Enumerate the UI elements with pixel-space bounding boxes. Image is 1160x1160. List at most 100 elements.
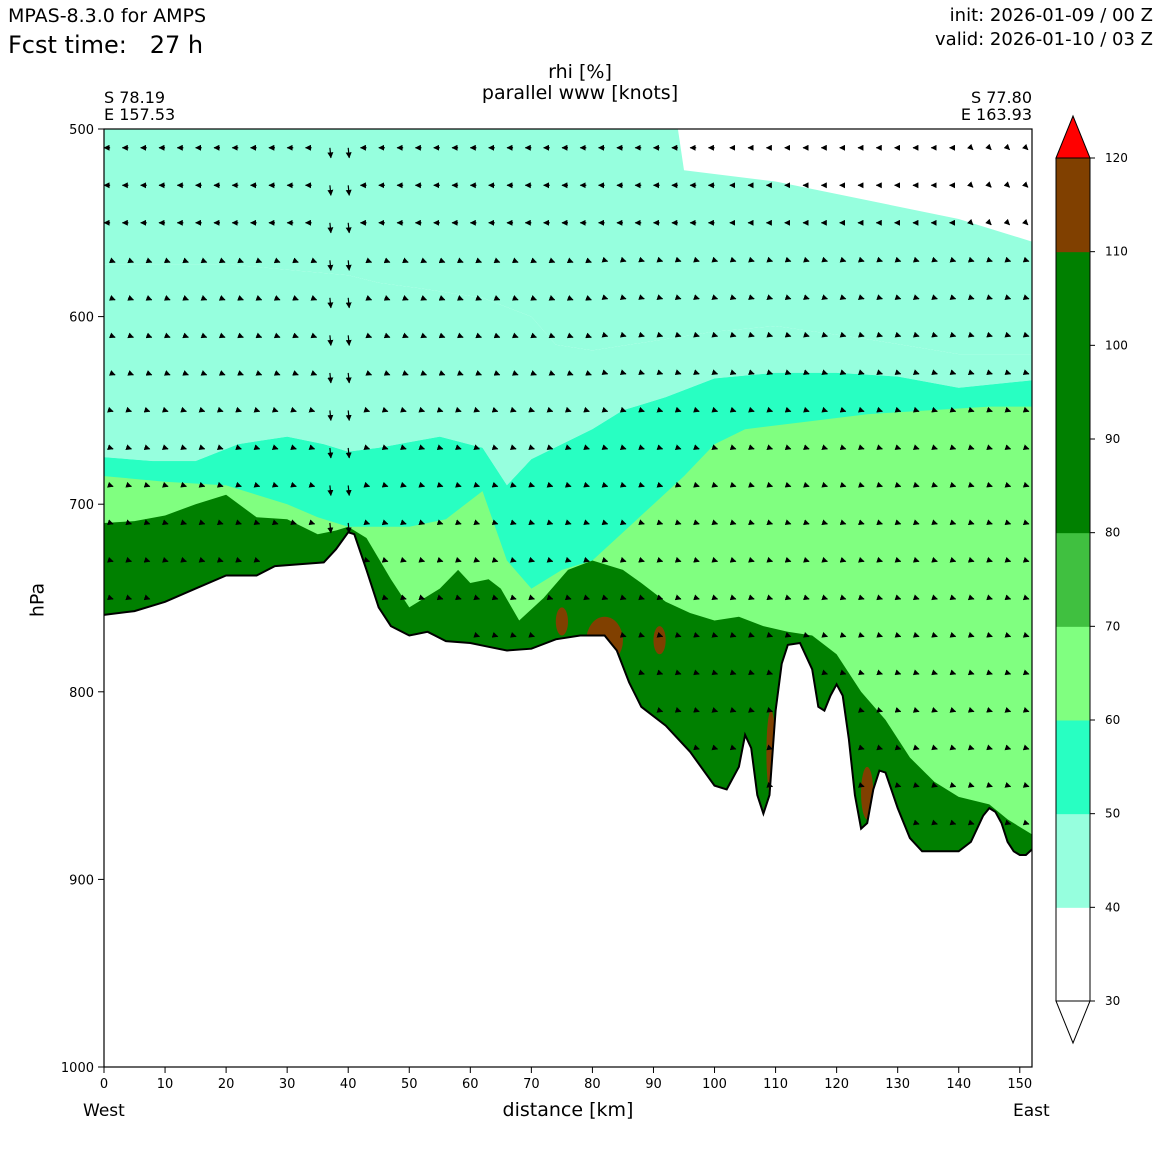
wind-arrow xyxy=(1003,143,1011,151)
wind-arrow xyxy=(1004,669,1012,676)
wind-arrow xyxy=(292,332,299,339)
wind-arrow xyxy=(255,257,263,264)
wind-arrow xyxy=(949,707,957,713)
wind-arrow xyxy=(729,331,737,338)
wind-arrow xyxy=(180,444,187,451)
wind-arrow xyxy=(876,707,883,713)
wind-arrow xyxy=(180,481,187,488)
wind-arrow xyxy=(108,295,116,301)
wind-arrow xyxy=(455,556,462,563)
wind-arrow xyxy=(438,295,446,301)
wind-arrow xyxy=(365,257,373,264)
wind-arrow xyxy=(400,519,407,526)
colorbar-tick-label: 100 xyxy=(1105,338,1128,352)
wind-arrow xyxy=(107,444,114,451)
wind-arrow xyxy=(509,631,517,638)
wind-arrow xyxy=(509,519,517,526)
x-tick-label: 50 xyxy=(401,1077,418,1092)
wind-arrow xyxy=(638,444,645,451)
wind-arrow xyxy=(455,444,462,451)
wind-arrow xyxy=(803,406,810,413)
wind-arrow xyxy=(125,406,132,413)
wind-arrow xyxy=(327,447,334,459)
wind-arrow xyxy=(237,332,244,339)
wind-arrow xyxy=(271,444,279,451)
wind-arrow xyxy=(530,370,537,376)
wind-arrow xyxy=(674,707,682,713)
wind-arrow xyxy=(821,406,828,413)
colorbar: 30 40 50 60 70 80 90 100 110 120 xyxy=(1055,114,1128,1045)
wind-arrow xyxy=(1022,294,1030,300)
wind-arrow xyxy=(308,406,316,413)
wind-arrow xyxy=(420,332,428,339)
wind-arrow xyxy=(218,370,226,376)
wind-arrow xyxy=(327,147,334,159)
wind-arrow xyxy=(656,519,664,526)
plot-frame xyxy=(103,128,1033,1068)
wind-arrow xyxy=(473,631,480,638)
wind-arrow xyxy=(127,257,134,264)
wind-arrow xyxy=(145,370,153,376)
wind-arrow xyxy=(381,481,389,488)
wind-arrow xyxy=(638,669,645,676)
wind-arrow xyxy=(693,444,700,451)
wind-arrow xyxy=(931,782,938,788)
wind-arrow xyxy=(180,406,187,413)
right-longitude: E 163.93 xyxy=(960,105,1032,124)
wind-arrow xyxy=(748,406,755,413)
wind-arrow xyxy=(509,444,517,451)
colorbar-tick-label: 40 xyxy=(1105,900,1120,914)
wind-arrow xyxy=(619,369,627,376)
x-tick-label: 0 xyxy=(100,1077,108,1092)
wind-arrow xyxy=(674,631,682,638)
wind-arrow xyxy=(986,631,993,638)
wind-arrow xyxy=(548,332,556,339)
wind-arrow xyxy=(857,707,865,713)
wind-arrow xyxy=(290,519,297,526)
valid-time: valid: 2026-01-10 / 03 Z xyxy=(935,29,1153,50)
x-tick-label: 130 xyxy=(885,1077,910,1092)
wind-arrow xyxy=(931,256,938,263)
rhi-pocket-2 xyxy=(653,626,666,655)
wind-arrow xyxy=(182,332,189,339)
wind-arrow xyxy=(931,444,938,451)
wind-arrow xyxy=(803,444,810,451)
wind-arrow xyxy=(125,444,132,451)
wind-arrow xyxy=(967,218,974,226)
wind-arrow xyxy=(585,257,592,264)
wind-arrow xyxy=(766,669,774,676)
wind-arrow xyxy=(456,295,464,301)
wind-arrow xyxy=(656,707,664,713)
wind-arrow xyxy=(198,556,206,563)
wind-arrow xyxy=(363,556,371,563)
wind-arrow xyxy=(729,669,737,676)
wind-arrow xyxy=(327,222,334,234)
wind-arrow xyxy=(491,631,499,638)
wind-arrow xyxy=(216,444,224,451)
east-label: East xyxy=(1013,1101,1050,1121)
wind-arrow xyxy=(912,331,920,338)
wind-arrow xyxy=(108,257,116,264)
wind-arrow xyxy=(693,406,700,413)
wind-arrow xyxy=(528,406,535,413)
wind-arrow xyxy=(383,295,391,301)
wind-arrow xyxy=(912,819,920,826)
wind-arrow xyxy=(255,370,263,376)
wind-arrow xyxy=(237,370,244,376)
model-title: MPAS-8.3.0 for AMPS xyxy=(8,5,207,27)
wind-arrow xyxy=(163,370,171,376)
wind-arrow xyxy=(548,295,556,301)
wind-arrow xyxy=(693,707,700,713)
wind-arrow xyxy=(931,481,938,488)
wind-arrow xyxy=(564,594,572,601)
colorbar-segment xyxy=(1056,532,1090,627)
wind-arrow xyxy=(381,444,389,451)
wind-arrow xyxy=(711,406,719,413)
wind-arrow xyxy=(839,594,847,601)
wind-arrow xyxy=(235,444,242,451)
wind-arrow xyxy=(857,481,865,488)
wind-arrow xyxy=(912,631,920,638)
wind-arrow xyxy=(1022,444,1030,451)
wind-arrow xyxy=(656,669,664,676)
wind-arrow xyxy=(402,332,409,339)
